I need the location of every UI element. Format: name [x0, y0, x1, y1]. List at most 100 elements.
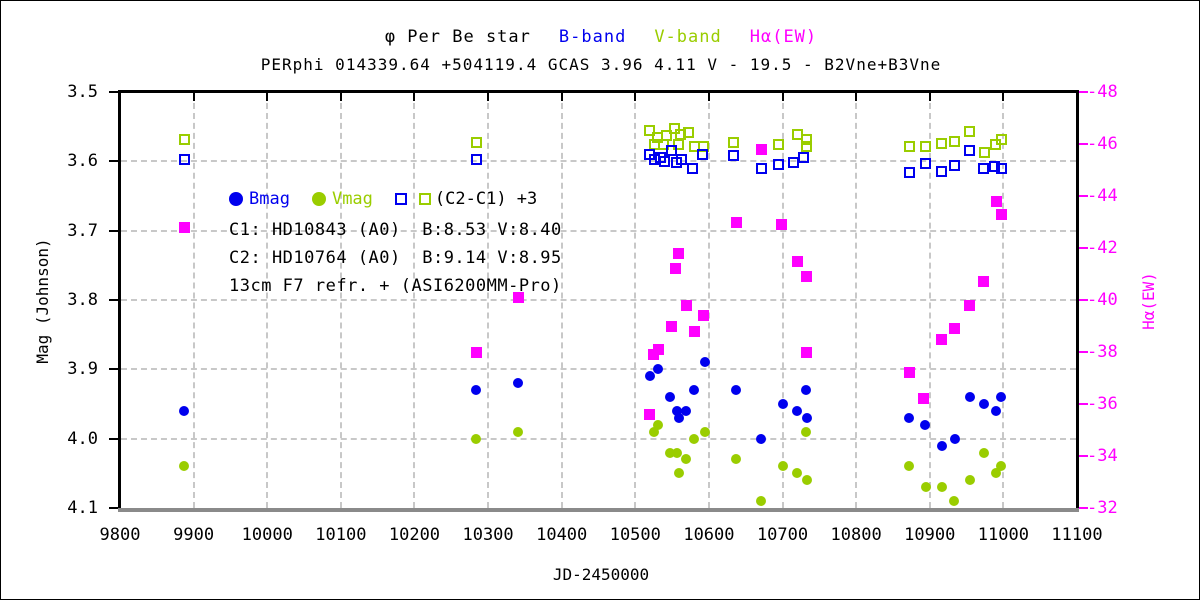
right-axis-tick	[1079, 299, 1088, 301]
data-point-vmag	[991, 468, 1002, 479]
data-point-bmag	[777, 399, 788, 409]
y-gridline	[121, 437, 1076, 440]
left-axis-tick-label: 3.5	[67, 82, 98, 102]
data-point--c2-c1-3-v-band	[643, 124, 655, 136]
data-point-bmag	[991, 405, 1002, 416]
left-axis-tick-label: 3.6	[67, 151, 98, 172]
data-point-vmag	[674, 468, 685, 479]
data-point-halpha-ew	[918, 393, 930, 405]
data-point-bmag	[674, 412, 685, 423]
x-axis-tick-label: 10700	[756, 525, 809, 545]
data-point--c2-c1-3-b-band	[964, 145, 976, 157]
x-axis-tick	[855, 93, 858, 101]
data-point-bmag	[756, 433, 767, 444]
data-point--c2-c1-3-v-band	[773, 138, 785, 150]
x-axis-tick-label: 10000	[241, 525, 293, 545]
data-point--c2-c1-3-v-band	[672, 139, 684, 151]
left-axis-tick	[109, 507, 118, 509]
data-point-halpha-ew	[643, 408, 655, 420]
data-point-halpha-ew	[775, 219, 787, 231]
data-point-bmag	[964, 392, 975, 403]
data-point-vmag	[689, 433, 700, 444]
right-axis-tick-label: -32	[1087, 498, 1118, 518]
right-axis-tick	[1079, 455, 1088, 457]
data-point-vmag	[699, 426, 710, 437]
data-point-vmag	[648, 426, 659, 437]
data-point-bmag	[731, 385, 742, 396]
data-point-bmag	[978, 399, 989, 409]
data-point--c2-c1-3-b-band	[728, 150, 740, 162]
data-point-halpha-ew	[903, 367, 915, 379]
data-point-bmag	[801, 412, 812, 423]
x-axis-tick-label: 10900	[904, 525, 956, 545]
data-point-bmag	[699, 357, 710, 368]
data-point-halpha-ew	[731, 216, 743, 228]
data-point--c2-c1-3-b-band	[948, 159, 960, 171]
data-point--c2-c1-3-v-band	[919, 141, 931, 153]
data-point-bmag	[471, 385, 482, 396]
x-axis-tick	[1002, 93, 1005, 101]
data-point-vmag	[513, 426, 524, 437]
data-point-halpha-ew	[995, 208, 1007, 220]
x-axis-tick	[781, 93, 784, 101]
x-axis-title: JD-2450000	[552, 565, 650, 584]
bmag-legend-marker-icon	[229, 192, 243, 206]
x-axis-tick-label: 10100	[315, 525, 367, 545]
right-axis-tick	[1079, 247, 1088, 249]
data-point--c2-c1-3-b-band	[755, 162, 767, 174]
data-point-bmag	[513, 378, 524, 389]
data-point--c2-c1-3-b-band	[936, 165, 948, 177]
data-point-halpha-ew	[698, 310, 710, 322]
data-point--c2-c1-3-v-band	[948, 136, 960, 148]
data-point--c2-c1-3-v-band	[903, 141, 915, 153]
x-axis-tick-label: 10200	[388, 525, 441, 545]
data-point-vmag	[904, 461, 915, 472]
data-point-bmag	[801, 385, 812, 396]
data-point-bmag	[645, 371, 656, 382]
chart-subtitle: PERphi 014339.64 +504119.4 GCAS 3.96 4.1…	[260, 55, 942, 74]
data-point-bmag	[949, 433, 960, 444]
plot-frame-bottom	[118, 508, 1079, 512]
vmag-legend-label: Vmag	[331, 189, 373, 209]
data-point-vmag	[664, 447, 675, 458]
right-axis-tick	[1079, 403, 1088, 405]
data-point-halpha-ew	[964, 299, 976, 311]
data-point-vmag	[996, 461, 1007, 472]
comp-v-legend-marker-icon	[418, 193, 431, 205]
data-point--c2-c1-3-v-band	[728, 137, 740, 149]
data-point-vmag	[777, 461, 788, 472]
data-point--c2-c1-3-v-band	[978, 146, 990, 158]
data-point-vmag	[731, 454, 742, 465]
data-point--c2-c1-3-b-band	[658, 155, 670, 167]
x-axis-tick	[339, 93, 342, 101]
x-axis-tick-label: 9900	[173, 525, 215, 545]
left-axis-tick	[109, 160, 118, 163]
data-point-halpha-ew	[665, 320, 677, 332]
data-point--c2-c1-3-b-band	[995, 162, 1007, 174]
data-point-vmag	[964, 475, 975, 486]
y-gridline	[121, 299, 1076, 301]
x-axis-tick	[707, 93, 710, 101]
x-axis-tick	[928, 93, 931, 101]
title-ha-ew: Hα(EW)	[749, 27, 818, 47]
comp-legend-label: (C2-C1) +3	[434, 189, 538, 209]
left-axis-tick	[109, 437, 118, 440]
x-axis-tick-label: 11100	[1051, 525, 1103, 545]
data-point--c2-c1-3-b-band	[788, 156, 800, 168]
data-point-vmag	[801, 475, 812, 486]
data-point-halpha-ew	[791, 255, 803, 267]
bmag-legend-label: Bmag	[249, 189, 290, 209]
data-point-halpha-ew	[948, 323, 960, 335]
right-axis-tick	[1079, 351, 1088, 353]
data-point--c2-c1-3-v-band	[800, 141, 812, 153]
x-axis-tick-label: 10500	[609, 525, 661, 545]
data-point-vmag	[471, 433, 482, 444]
left-axis-tick-label: 4.0	[67, 428, 98, 449]
data-point-halpha-ew	[688, 325, 700, 337]
right-axis-tick	[1079, 507, 1088, 509]
data-point-bmag	[689, 385, 700, 396]
data-point-halpha-ew	[978, 276, 989, 288]
data-point-vmag	[681, 454, 692, 465]
data-point-bmag	[996, 392, 1007, 403]
